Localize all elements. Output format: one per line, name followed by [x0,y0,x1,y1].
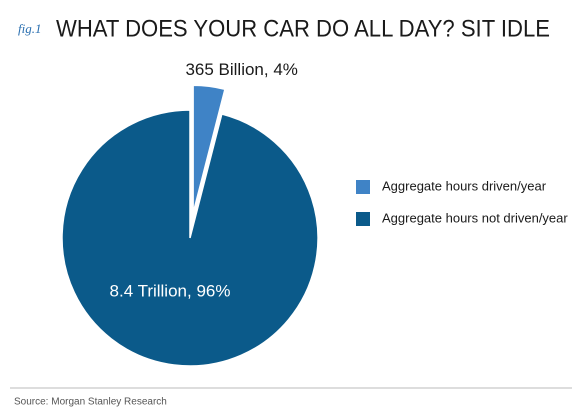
figure-label: fig.1 [18,21,41,36]
source: Source: Morgan Stanley Research [14,397,167,408]
data-label: 365 Billion, 4% [185,60,297,79]
chart-title: WHAT DOES YOUR CAR DO ALL DAY? SIT IDLE [56,15,550,42]
legend-swatch [356,212,370,226]
legend-label: Aggregate hours not driven/year [382,210,568,225]
legend-label: Aggregate hours driven/year [382,178,547,193]
data-label: 8.4 Trillion, 96% [110,281,231,300]
pie-slice [192,84,226,214]
pie-slice [61,109,319,367]
legend-swatch [356,180,370,194]
